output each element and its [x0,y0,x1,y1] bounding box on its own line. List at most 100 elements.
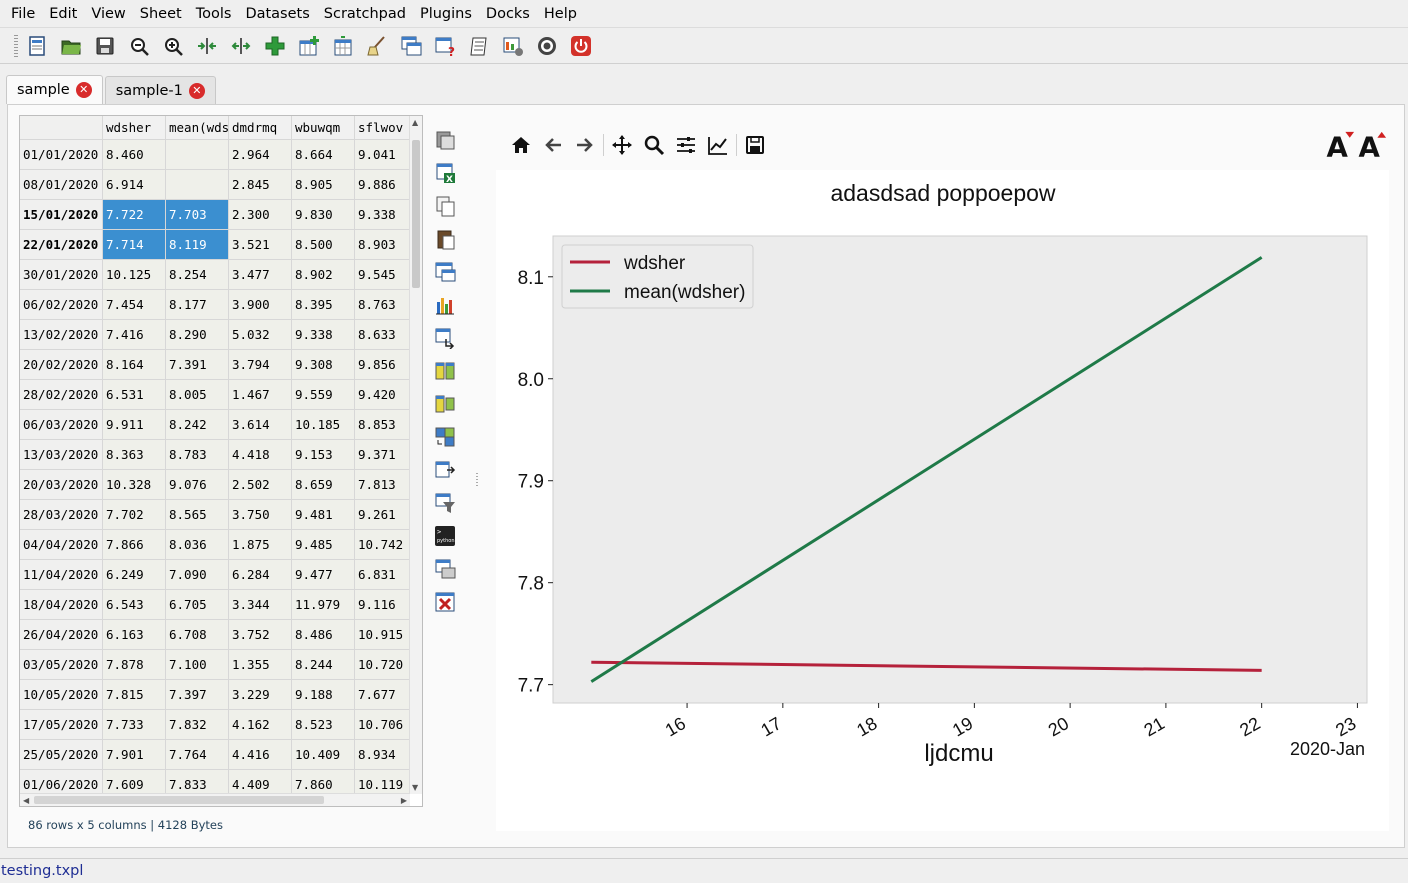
table-cell[interactable]: 7.733 [103,710,166,739]
table-plus-button[interactable] [326,31,360,61]
table-cell[interactable]: 9.371 [355,440,410,469]
concat-button[interactable] [432,420,458,453]
row-index-cell[interactable]: 26/04/2020 [20,620,103,649]
table-cell[interactable]: 9.261 [355,500,410,529]
table-cell[interactable]: 9.911 [103,410,166,439]
table-cell[interactable]: 8.664 [292,140,355,169]
table-cell[interactable]: 9.830 [292,200,355,229]
table-cell[interactable]: 8.254 [166,260,229,289]
add-row-button[interactable] [258,31,292,61]
zoom-in-button[interactable] [156,31,190,61]
clean-data-button[interactable] [360,31,394,61]
table-cell[interactable]: 6.914 [103,170,166,199]
index-header[interactable] [20,116,103,139]
row-index-cell[interactable]: 20/03/2020 [20,470,103,499]
table-cell[interactable]: 10.328 [103,470,166,499]
table-cell[interactable]: 8.565 [166,500,229,529]
gear-button[interactable] [530,31,564,61]
merge-button[interactable] [432,354,458,387]
table-cell[interactable]: 7.866 [103,530,166,559]
notes-button[interactable] [462,31,496,61]
table-cell[interactable]: 8.119 [166,230,229,259]
row-index-cell[interactable]: 13/02/2020 [20,320,103,349]
close-table-button[interactable] [432,585,458,618]
table-cell[interactable]: 7.416 [103,320,166,349]
power-button[interactable] [564,31,598,61]
panel-splitter[interactable] [476,473,478,487]
table-view-button[interactable] [432,255,458,288]
table-cell[interactable]: 10.915 [355,620,410,649]
row-index-cell[interactable]: 06/02/2020 [20,290,103,319]
row-index-cell[interactable]: 10/05/2020 [20,680,103,709]
table-cell[interactable]: 6.831 [355,560,410,589]
column-header[interactable]: wbuwqm [292,116,355,139]
table-cell[interactable]: 8.363 [103,440,166,469]
table-cell[interactable]: 7.714 [103,230,166,259]
table-cell[interactable]: 8.763 [355,290,410,319]
table-cell[interactable]: 7.832 [166,710,229,739]
expand-columns-button[interactable] [224,31,258,61]
table-cell[interactable]: 7.901 [103,740,166,769]
tab-sample[interactable]: sample ✕ [6,75,103,104]
row-index-cell[interactable]: 20/02/2020 [20,350,103,379]
compress-columns-button[interactable] [190,31,224,61]
table-cell[interactable]: 6.284 [229,560,292,589]
table-cell[interactable]: 10.720 [355,650,410,679]
row-index-cell[interactable]: 15/01/2020 [20,200,103,229]
close-tab-icon[interactable]: ✕ [188,82,205,99]
vertical-scroll-thumb[interactable] [412,140,420,288]
table-cell[interactable]: 8.934 [355,740,410,769]
menu-scratchpad[interactable]: Scratchpad [323,5,406,22]
back-arrow-button[interactable] [537,130,569,160]
table-cell[interactable]: 10.185 [292,410,355,439]
table-cell[interactable]: 9.338 [292,320,355,349]
tab-sample-1[interactable]: sample-1 ✕ [104,76,216,104]
table-cell[interactable]: 8.783 [166,440,229,469]
table-cell[interactable]: 11.979 [292,590,355,619]
table-cell[interactable]: 8.902 [292,260,355,289]
table-cell[interactable]: 6.543 [103,590,166,619]
row-index-cell[interactable]: 18/04/2020 [20,590,103,619]
table-cell[interactable]: 3.229 [229,680,292,709]
decrease-font-button[interactable]: A [1357,130,1389,161]
table-cell[interactable]: 9.076 [166,470,229,499]
table-cell[interactable]: 6.249 [103,560,166,589]
table-cell[interactable]: 8.242 [166,410,229,439]
table-cell[interactable]: 7.454 [103,290,166,319]
row-index-cell[interactable]: 04/04/2020 [20,530,103,559]
table-cell[interactable]: 9.481 [292,500,355,529]
table-cell[interactable]: 2.300 [229,200,292,229]
save-figure-button[interactable] [739,130,771,160]
increase-font-button[interactable]: A [1325,130,1357,161]
scroll-up-icon[interactable]: ▲ [412,118,419,127]
transpose-button[interactable] [432,321,458,354]
row-index-cell[interactable]: 06/03/2020 [20,410,103,439]
forward-arrow-button[interactable] [569,130,601,160]
table-cell[interactable]: 7.100 [166,650,229,679]
table-cell[interactable]: 8.903 [355,230,410,259]
table-cell[interactable]: 9.886 [355,170,410,199]
open-folder-button[interactable] [54,31,88,61]
table-cell[interactable]: 7.391 [166,350,229,379]
table-cell[interactable]: 2.845 [229,170,292,199]
table-cell[interactable]: 9.308 [292,350,355,379]
table-cell[interactable]: 7.702 [103,500,166,529]
data-table[interactable]: wdsher mean(wds dmdrmq wbuwqm sflwov 01/01/20… [19,115,423,807]
add-column-button[interactable] [292,31,326,61]
table-cell[interactable]: 4.416 [229,740,292,769]
table-cell[interactable]: 7.090 [166,560,229,589]
menu-sheet[interactable]: Sheet [139,5,182,22]
table-cell[interactable]: 6.163 [103,620,166,649]
column-header[interactable]: dmdrmq [229,116,292,139]
table-cell[interactable]: 3.614 [229,410,292,439]
table-cell[interactable]: 3.794 [229,350,292,379]
export-button[interactable] [432,453,458,486]
zoom-button[interactable] [638,130,670,160]
filter-button[interactable] [432,486,458,519]
table-cell[interactable]: 7.813 [355,470,410,499]
menu-datasets[interactable]: Datasets [245,5,310,22]
table-cell[interactable]: 8.005 [166,380,229,409]
table-cell[interactable]: 8.659 [292,470,355,499]
table-cell[interactable]: 7.703 [166,200,229,229]
table-cell[interactable]: 8.290 [166,320,229,349]
